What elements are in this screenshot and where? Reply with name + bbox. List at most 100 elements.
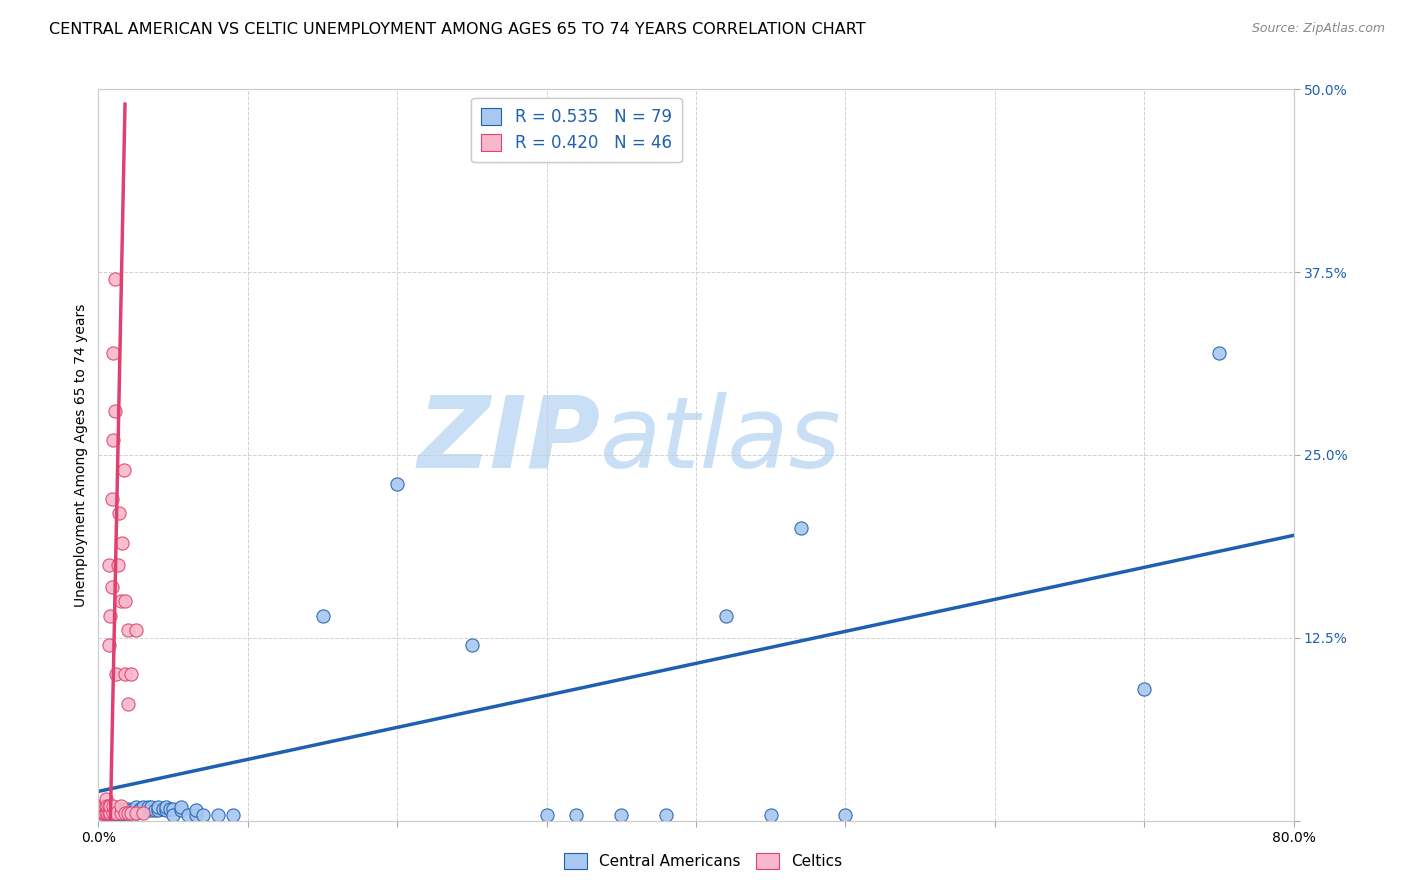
Text: CENTRAL AMERICAN VS CELTIC UNEMPLOYMENT AMONG AGES 65 TO 74 YEARS CORRELATION CH: CENTRAL AMERICAN VS CELTIC UNEMPLOYMENT … <box>49 22 866 37</box>
Legend: Central Americans, Celtics: Central Americans, Celtics <box>558 847 848 875</box>
Point <box>105 806 128 821</box>
Y-axis label: Unemployment Among Ages 65 to 74 years: Unemployment Among Ages 65 to 74 years <box>75 303 89 607</box>
Point <box>655 807 678 822</box>
Point <box>132 800 155 814</box>
Point <box>132 806 155 821</box>
Point <box>103 802 125 816</box>
Point <box>100 806 122 821</box>
Point <box>162 807 184 822</box>
Point <box>90 806 112 821</box>
Point <box>104 404 127 418</box>
Point <box>96 806 118 821</box>
Point <box>112 804 135 818</box>
Point <box>93 799 115 814</box>
Point <box>96 802 118 816</box>
Point <box>110 594 132 608</box>
Point <box>789 521 811 535</box>
Point <box>125 800 148 814</box>
Point <box>565 807 588 822</box>
Point <box>97 799 120 814</box>
Point <box>536 807 558 822</box>
Point <box>94 806 117 821</box>
Point <box>114 804 136 818</box>
Point <box>117 802 139 816</box>
Point <box>97 804 120 818</box>
Point <box>125 806 148 821</box>
Point <box>114 806 136 821</box>
Point <box>93 806 115 821</box>
Point <box>100 806 122 821</box>
Point <box>610 807 633 822</box>
Point <box>385 477 409 491</box>
Point <box>159 802 181 816</box>
Point <box>207 807 229 822</box>
Point <box>117 697 139 711</box>
Point <box>143 804 166 818</box>
Point <box>129 804 152 818</box>
Point <box>759 807 782 822</box>
Point <box>94 791 117 805</box>
Point <box>714 608 737 623</box>
Point <box>96 806 118 821</box>
Point <box>104 804 127 818</box>
Point <box>105 667 128 681</box>
Point <box>100 608 122 623</box>
Point <box>125 806 148 821</box>
Point <box>97 558 120 572</box>
Point <box>162 802 184 816</box>
Point <box>136 800 159 814</box>
Point <box>114 806 136 821</box>
Point <box>91 799 114 814</box>
Point <box>136 804 159 818</box>
Point <box>107 804 129 818</box>
Point <box>155 804 177 818</box>
Point <box>120 806 142 821</box>
Point <box>129 802 152 816</box>
Point <box>110 799 132 814</box>
Point <box>139 800 162 814</box>
Point <box>94 806 117 821</box>
Point <box>103 806 125 821</box>
Point <box>184 807 207 822</box>
Text: Source: ZipAtlas.com: Source: ZipAtlas.com <box>1251 22 1385 36</box>
Point <box>120 806 142 821</box>
Point <box>112 806 135 821</box>
Point <box>120 667 142 681</box>
Point <box>311 608 333 623</box>
Point <box>107 558 129 572</box>
Point <box>91 806 114 821</box>
Point <box>107 806 129 821</box>
Point <box>114 594 136 608</box>
Point <box>110 804 132 818</box>
Point <box>94 802 117 816</box>
Point <box>103 806 125 821</box>
Point <box>103 799 125 814</box>
Point <box>97 806 120 821</box>
Point <box>125 624 148 638</box>
Legend: R = 0.535   N = 79, R = 0.420   N = 46: R = 0.535 N = 79, R = 0.420 N = 46 <box>471 97 682 162</box>
Point <box>100 804 122 818</box>
Point <box>117 806 139 821</box>
Point <box>103 434 125 448</box>
Point <box>94 799 117 814</box>
Point <box>104 272 127 286</box>
Point <box>108 507 131 521</box>
Point <box>93 806 115 821</box>
Point <box>132 804 155 818</box>
Point <box>111 804 134 818</box>
Point <box>108 804 131 818</box>
Point <box>177 807 200 822</box>
Point <box>155 800 177 814</box>
Point <box>148 804 170 818</box>
Point <box>103 804 125 818</box>
Point <box>1133 681 1156 696</box>
Point <box>96 799 118 814</box>
Point <box>105 804 128 818</box>
Point <box>105 806 128 821</box>
Point <box>148 800 170 814</box>
Point <box>101 491 124 506</box>
Point <box>112 462 135 476</box>
Point <box>117 806 139 821</box>
Point <box>461 638 484 652</box>
Point <box>110 802 132 816</box>
